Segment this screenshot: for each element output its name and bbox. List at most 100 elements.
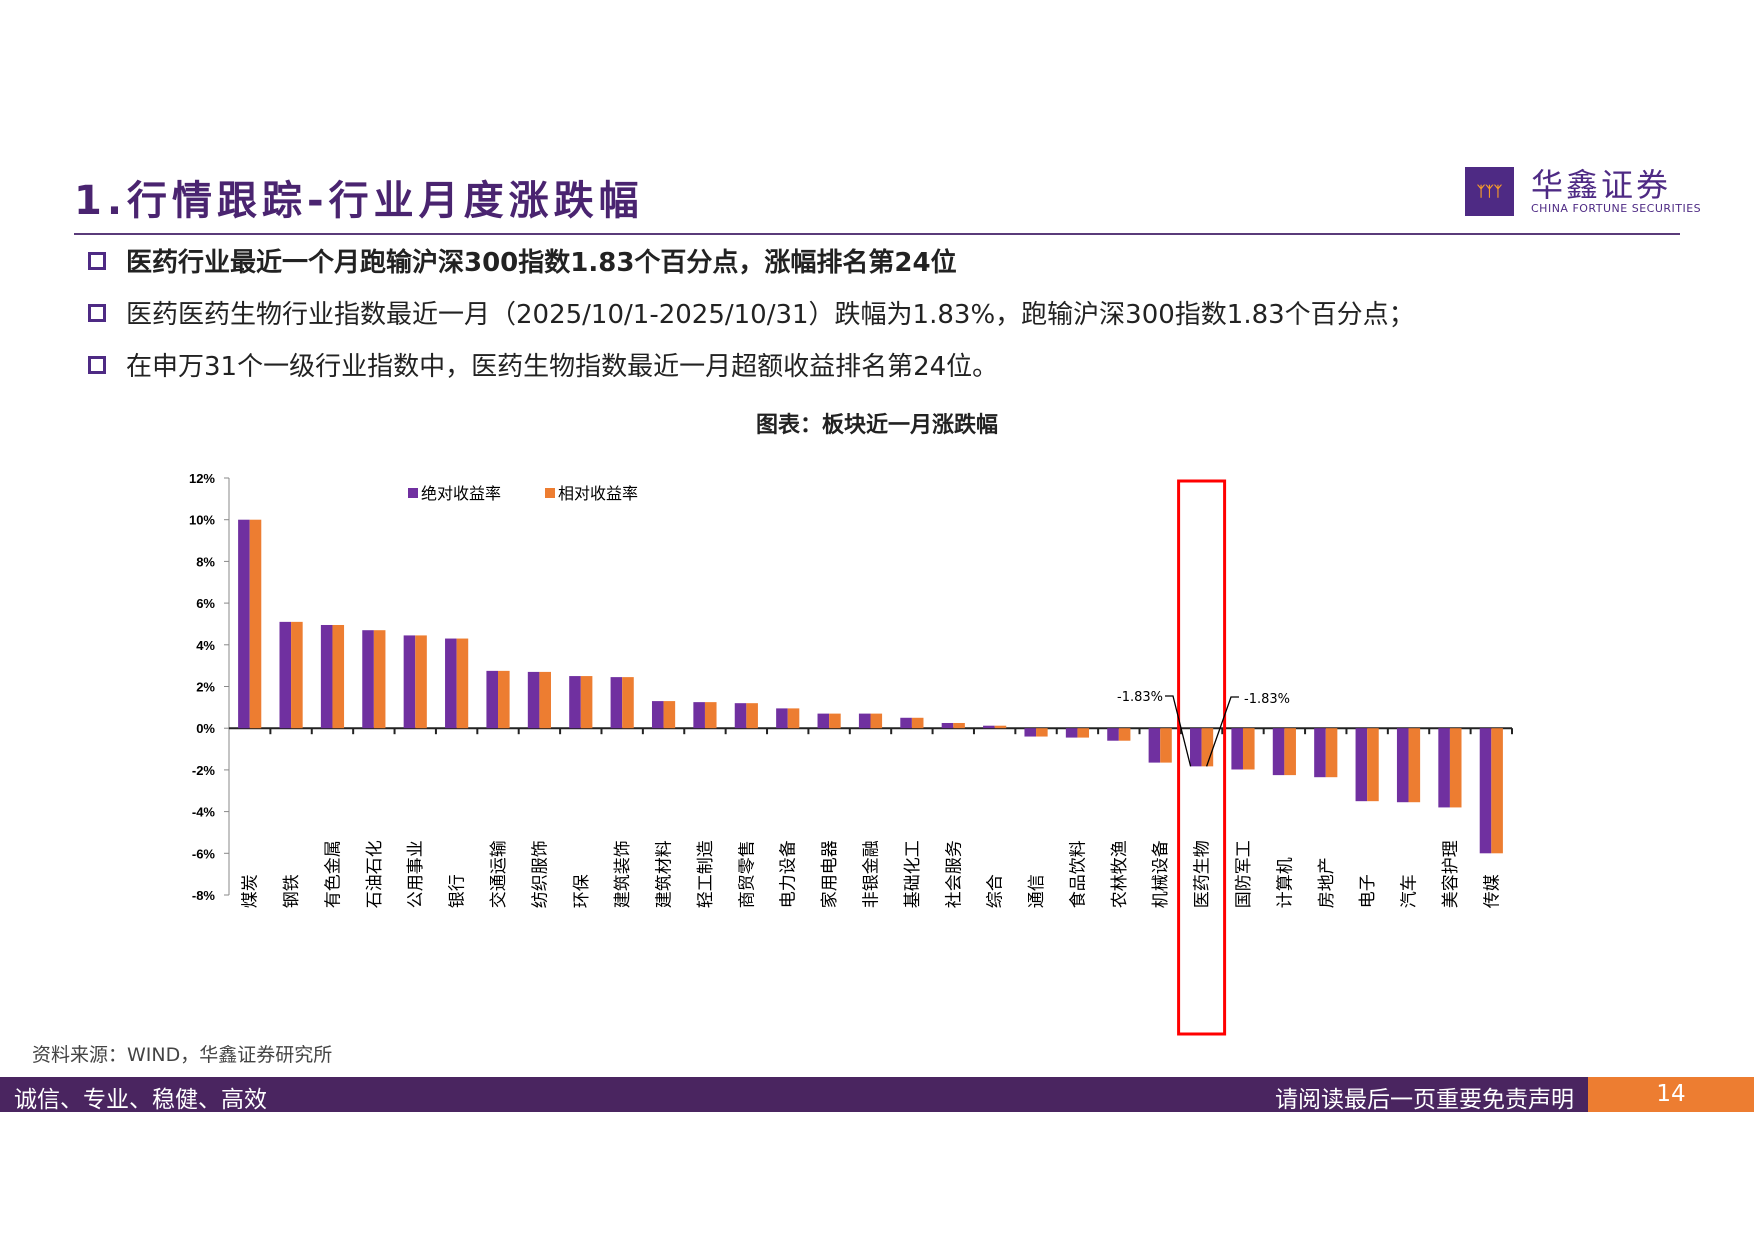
- bar-建筑材料: [651, 701, 664, 729]
- bar-机械设备: [1148, 728, 1161, 763]
- x-tick-label: 传媒: [1482, 874, 1502, 908]
- bar-有色金属: [332, 624, 345, 729]
- page-title: 1.行情跟踪-行业月度涨跌幅: [74, 178, 644, 224]
- bar-房地产: [1314, 728, 1326, 778]
- y-tick-label: -4%: [192, 805, 216, 820]
- x-tick-label: 农林牧渔: [1110, 840, 1130, 908]
- bar-钢铁: [291, 621, 303, 729]
- bar-交通运输: [486, 670, 499, 729]
- company-logo: ᛉᛉᛉ 华鑫证券 CHINA FORTUNE SECURITIES: [1465, 167, 1701, 216]
- footer-slogan: 诚信、专业、稳健、高效: [14, 1087, 267, 1113]
- bar-银行: [445, 638, 457, 729]
- x-tick-label: 交通运输: [489, 840, 509, 908]
- bar-医药生物: [1190, 728, 1202, 767]
- x-tick-label: 电子: [1358, 874, 1378, 908]
- legend-swatch: [408, 488, 418, 498]
- x-tick-label: 家用电器: [820, 840, 840, 908]
- bar-国防军工: [1231, 728, 1243, 770]
- x-tick-label: 纺织服饰: [530, 840, 550, 908]
- bar-传媒: [1491, 728, 1503, 854]
- y-tick-label: -2%: [192, 763, 216, 778]
- disclaimer-link[interactable]: 请阅读最后一页重要免责声明: [1275, 1087, 1574, 1113]
- bullet-item: 在申万31个一级行业指数中，医药生物指数最近一月超额收益排名第24位。: [88, 346, 998, 383]
- x-tick-label: 社会服务: [944, 840, 964, 908]
- bar-家用电器: [817, 713, 830, 729]
- header-divider: [74, 233, 1680, 235]
- legend-swatch: [545, 488, 555, 498]
- x-tick-label: 国防军工: [1234, 840, 1254, 908]
- bar-公用事业: [403, 635, 416, 729]
- bullet-item: 医药行业最近一个月跑输沪深300指数1.83个百分点，涨幅排名第24位: [88, 242, 957, 279]
- bar-chart: 12% 10% 8% 6% 4% 2% 0% -2% -4% -6% -8% 煤炭 钢铁 有色金属 石油石化…: [189, 471, 1513, 1036]
- y-tick-label: 2%: [196, 680, 215, 695]
- bar-有色金属: [320, 624, 333, 729]
- y-tick-label: 12%: [189, 471, 215, 486]
- bar-家用电器: [829, 713, 841, 729]
- bar-食品饮料: [1077, 728, 1090, 738]
- x-tick-label: 银行: [448, 874, 468, 908]
- bar-食品饮料: [1065, 728, 1078, 738]
- bar-环保: [580, 676, 593, 729]
- y-tick-label: 0%: [196, 721, 215, 736]
- bar-电力设备: [787, 708, 800, 729]
- logo-icon: ᛉᛉᛉ: [1465, 167, 1514, 216]
- bar-建筑装饰: [622, 677, 634, 729]
- bar-银行: [456, 638, 469, 729]
- x-tick-label: 轻工制造: [696, 840, 716, 908]
- footer-bar: 诚信、专业、稳健、高效 请阅读最后一页重要免责声明 14: [0, 1077, 1754, 1113]
- bar-商贸零售: [746, 703, 758, 729]
- bar-轻工制造: [693, 702, 705, 729]
- bar-建筑装饰: [610, 677, 623, 729]
- legend-label: 绝对收益率: [421, 484, 501, 503]
- annotation-leader: [1165, 695, 1192, 767]
- bar-商贸零售: [734, 703, 747, 729]
- bullet-text: 医药医药生物行业指数最近一月（2025/10/1-2025/10/31）跌幅为1…: [126, 300, 1415, 330]
- bar-石油石化: [373, 630, 386, 729]
- bullet-text: 医药行业最近一个月跑输沪深300指数1.83个百分点，涨幅排名第24位: [126, 248, 957, 278]
- bar-计算机: [1272, 728, 1285, 776]
- x-tick-label: 汽车: [1400, 874, 1420, 908]
- x-tick-label: 建筑装饰: [613, 840, 633, 908]
- x-tick-label: 公用事业: [406, 840, 426, 908]
- x-tick-label: 非银金融: [862, 840, 882, 908]
- bar-机械设备: [1160, 728, 1172, 763]
- x-tick-label: 建筑材料: [655, 840, 675, 908]
- bar-综合: [994, 725, 1007, 729]
- bar-汽车: [1408, 728, 1421, 803]
- annotation-leader: [1205, 696, 1239, 767]
- page-number: 14: [1588, 1077, 1754, 1112]
- bar-电子: [1355, 728, 1368, 802]
- bar-通信: [1024, 728, 1037, 737]
- y-tick-label: 8%: [196, 554, 215, 569]
- bar-石油石化: [362, 630, 374, 729]
- x-tick-label: 房地产: [1317, 857, 1337, 908]
- y-tick-label: -6%: [192, 846, 216, 861]
- bar-钢铁: [279, 621, 292, 729]
- bar-煤炭: [249, 519, 262, 729]
- highlight-box: [1177, 479, 1227, 1036]
- x-tick-label: 综合: [986, 874, 1006, 908]
- y-tick-label: 4%: [196, 638, 215, 653]
- x-tick-label: 环保: [572, 874, 592, 908]
- bar-计算机: [1284, 728, 1296, 776]
- legend-label: 相对收益率: [558, 484, 638, 503]
- x-tick-label: 美容护理: [1441, 840, 1461, 908]
- bar-环保: [569, 676, 581, 729]
- x-tick-label: 石油石化: [365, 840, 385, 908]
- bar-电力设备: [776, 708, 788, 729]
- square-bullet-icon: [88, 251, 106, 270]
- bar-医药生物: [1201, 728, 1214, 767]
- x-tick-label: 煤炭: [241, 874, 261, 908]
- bar-美容护理: [1438, 728, 1450, 808]
- x-tick-label: 有色金属: [323, 840, 343, 908]
- bar-非银金融: [858, 713, 871, 729]
- bar-美容护理: [1449, 728, 1462, 808]
- bar-纺织服饰: [539, 671, 551, 729]
- y-tick-label: -8%: [192, 888, 216, 903]
- bar-农林牧渔: [1118, 728, 1131, 741]
- bullet-item: 医药医药生物行业指数最近一月（2025/10/1-2025/10/31）跌幅为1…: [88, 294, 1415, 331]
- logo-name-en: CHINA FORTUNE SECURITIES: [1531, 202, 1702, 215]
- chart-title: 图表：板块近一月涨跌幅: [755, 413, 998, 438]
- bar-建筑材料: [663, 701, 676, 729]
- y-tick-label: 10%: [189, 513, 215, 528]
